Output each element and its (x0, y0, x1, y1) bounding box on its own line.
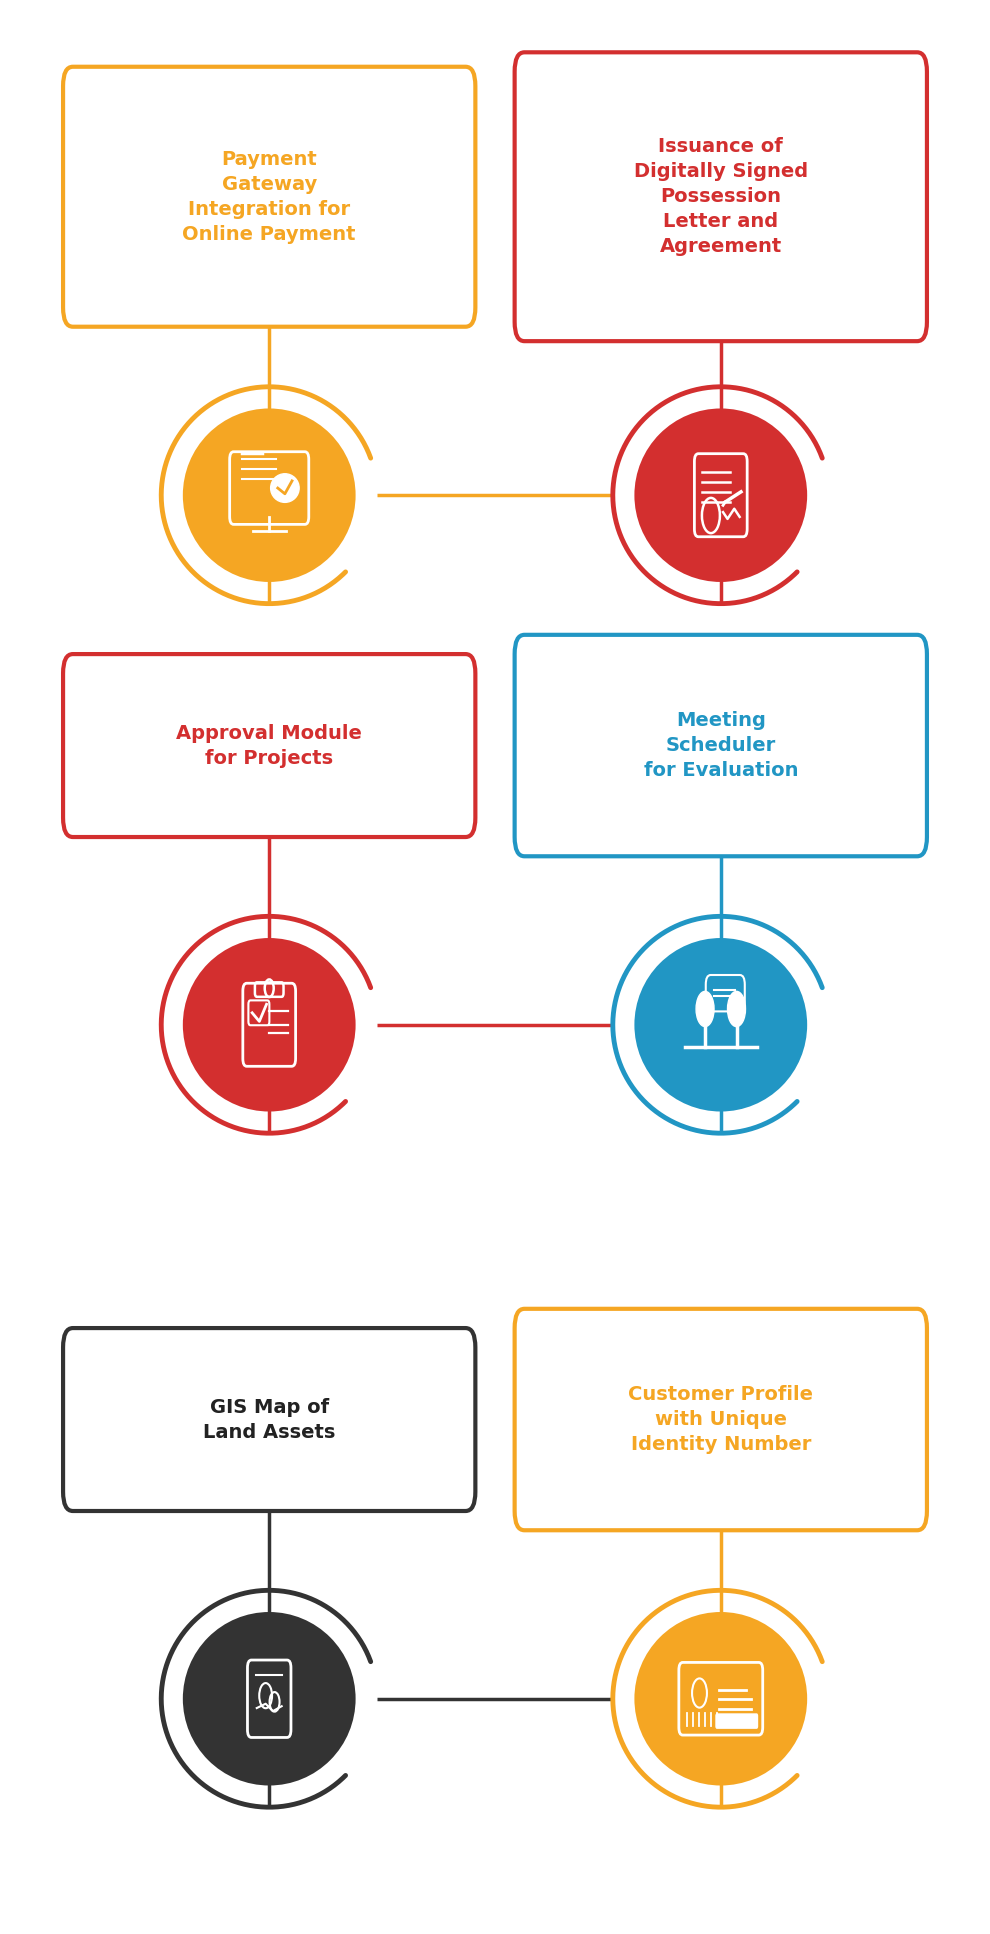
Ellipse shape (635, 408, 807, 582)
Ellipse shape (183, 408, 355, 582)
Text: Meeting
Scheduler
for Evaluation: Meeting Scheduler for Evaluation (644, 712, 798, 779)
Text: Approval Module
for Projects: Approval Module for Projects (176, 723, 362, 768)
Ellipse shape (635, 938, 807, 1112)
FancyBboxPatch shape (515, 1309, 927, 1530)
FancyBboxPatch shape (716, 1714, 757, 1729)
FancyBboxPatch shape (63, 1329, 475, 1510)
Ellipse shape (183, 1613, 355, 1785)
FancyBboxPatch shape (63, 654, 475, 837)
Text: GIS Map of
Land Assets: GIS Map of Land Assets (203, 1398, 336, 1441)
Circle shape (728, 992, 745, 1027)
Text: Customer Profile
with Unique
Identity Number: Customer Profile with Unique Identity Nu… (629, 1385, 813, 1454)
FancyBboxPatch shape (63, 68, 475, 327)
Ellipse shape (183, 938, 355, 1112)
Text: Payment
Gateway
Integration for
Online Payment: Payment Gateway Integration for Online P… (182, 149, 356, 244)
FancyBboxPatch shape (515, 52, 927, 340)
Ellipse shape (270, 474, 299, 503)
Ellipse shape (635, 1613, 807, 1785)
Circle shape (696, 992, 714, 1027)
FancyBboxPatch shape (515, 634, 927, 857)
Text: Issuance of
Digitally Signed
Possession
Letter and
Agreement: Issuance of Digitally Signed Possession … (634, 137, 808, 255)
